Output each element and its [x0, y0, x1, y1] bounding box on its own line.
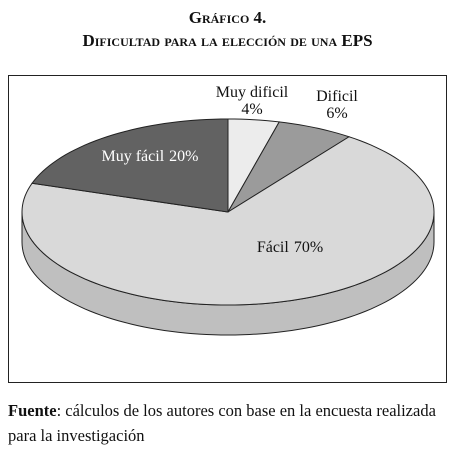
frame — [8, 75, 447, 383]
slice — [21, 136, 435, 306]
source: Fuente: cálculos de los autores con base… — [8, 398, 453, 448]
slice-label: Dificil — [316, 88, 358, 105]
value-label: 4% — [241, 101, 262, 118]
slice-label: Muy fácil 20% — [102, 148, 199, 165]
slice — [31, 118, 229, 213]
value-label: 20% — [169, 148, 198, 165]
slice-name: Muy fácil — [102, 148, 165, 165]
slice-label: Muy dificil — [216, 84, 289, 101]
value-label: 6% — [326, 105, 347, 122]
slice — [227, 121, 351, 213]
source-text: : cálculos de los autores con base en la… — [8, 401, 436, 445]
source-label: Fuente — [8, 401, 57, 420]
value-label: 70% — [294, 239, 323, 256]
chart-subtitle: Dificultad para la elección de una EPS — [82, 31, 373, 50]
chart-title: Gráfico 4. — [188, 8, 267, 27]
slice-label: Fácil 70% — [257, 239, 323, 256]
slice-name: Fácil — [257, 239, 290, 256]
